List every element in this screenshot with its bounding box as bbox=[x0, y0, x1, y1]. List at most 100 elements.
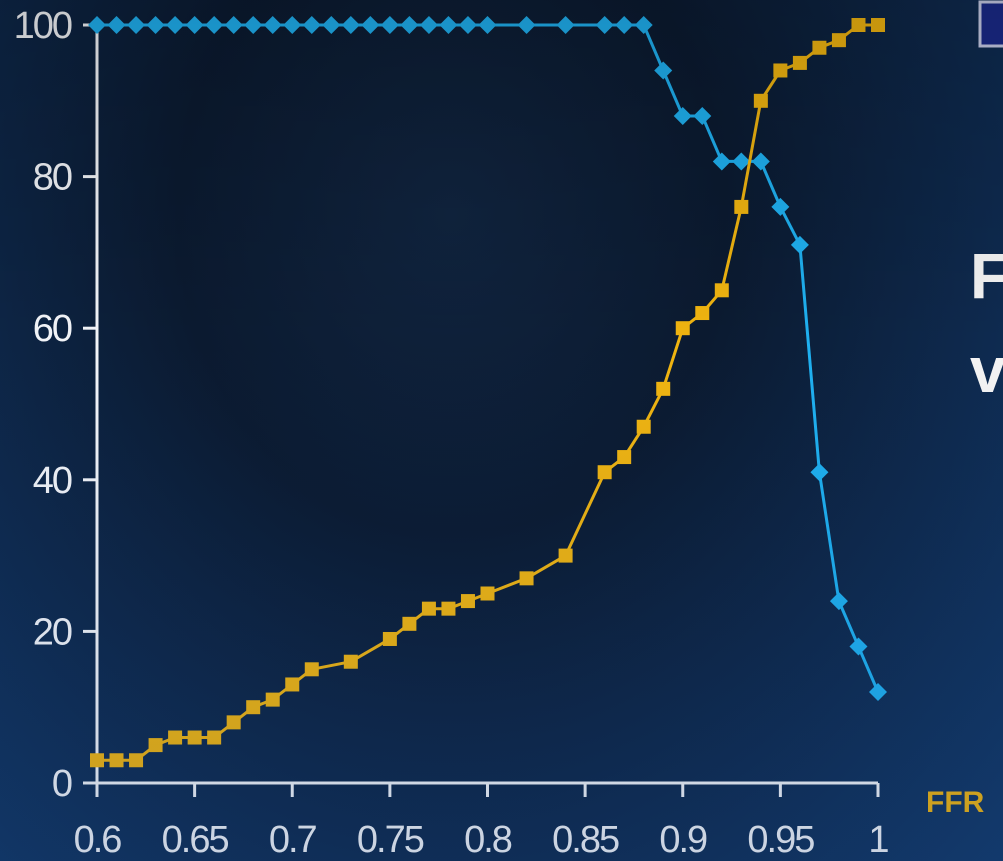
diamond-point bbox=[146, 16, 165, 34]
x-tick-label: 0.75 bbox=[357, 819, 424, 861]
series-1 bbox=[90, 18, 885, 768]
square-point bbox=[246, 700, 261, 715]
diamond-point bbox=[517, 16, 536, 34]
diamond-point bbox=[341, 16, 360, 34]
x-tick-label: 0.65 bbox=[162, 819, 229, 861]
square-point bbox=[109, 753, 124, 768]
diamond-point bbox=[322, 16, 341, 34]
axes bbox=[83, 23, 880, 797]
diamond-point bbox=[88, 16, 106, 34]
x-tick-label: 1 bbox=[868, 819, 888, 861]
diamond-point bbox=[478, 16, 497, 34]
square-point bbox=[871, 18, 885, 32]
diamond-point bbox=[107, 16, 126, 34]
diamond-point bbox=[771, 197, 790, 216]
diamond-point bbox=[790, 235, 809, 254]
square-point bbox=[792, 55, 807, 70]
square-point bbox=[343, 654, 358, 669]
diamond-point bbox=[185, 16, 204, 34]
diamond-point bbox=[439, 16, 458, 34]
diamond-point bbox=[693, 106, 712, 125]
square-point bbox=[812, 40, 827, 55]
square-point bbox=[734, 199, 749, 214]
diamond-point bbox=[263, 16, 282, 34]
square-point bbox=[382, 631, 397, 646]
square-point bbox=[773, 63, 788, 78]
diamond-point bbox=[654, 61, 673, 80]
y-tick-label: 80 bbox=[33, 157, 72, 199]
diamond-point bbox=[361, 16, 380, 34]
diamond-point bbox=[400, 16, 419, 34]
square-point bbox=[460, 594, 475, 609]
square-point bbox=[675, 321, 690, 336]
square-point bbox=[519, 571, 534, 586]
square-point bbox=[285, 677, 300, 692]
diamond-point bbox=[419, 16, 438, 34]
square-point bbox=[265, 692, 280, 707]
x-axis-title: FFR bbox=[926, 786, 985, 819]
square-point bbox=[402, 616, 417, 631]
diamond-point bbox=[166, 16, 185, 34]
square-point bbox=[656, 381, 671, 396]
square-point bbox=[617, 450, 632, 465]
diamond-point bbox=[244, 16, 263, 34]
diamond-point bbox=[732, 152, 751, 171]
square-point bbox=[187, 730, 202, 745]
square-point bbox=[480, 586, 495, 601]
square-point bbox=[129, 753, 144, 768]
square-point bbox=[90, 753, 104, 768]
square-point bbox=[695, 306, 710, 321]
diamond-point bbox=[380, 16, 399, 34]
square-point bbox=[851, 18, 866, 32]
square-point bbox=[753, 93, 768, 108]
diamond-point bbox=[869, 683, 887, 702]
x-tick-label: 0.7 bbox=[269, 819, 317, 861]
diamond-point bbox=[673, 106, 692, 125]
series-line bbox=[97, 23, 878, 762]
diamond-point bbox=[810, 463, 829, 482]
diamond-point bbox=[829, 592, 848, 611]
square-point bbox=[714, 283, 729, 298]
square-point bbox=[558, 548, 573, 563]
y-tick-label: 60 bbox=[33, 308, 72, 350]
diamond-point bbox=[127, 16, 146, 34]
square-point bbox=[168, 730, 183, 745]
x-tick-label: 0.95 bbox=[747, 819, 814, 861]
x-tick-label: 0.9 bbox=[659, 819, 707, 861]
x-tick-label: 0.8 bbox=[464, 819, 512, 861]
square-point bbox=[421, 601, 436, 616]
x-tick-label: 0.6 bbox=[74, 819, 122, 861]
y-tick-label: 100 bbox=[14, 5, 72, 47]
square-point bbox=[636, 419, 651, 434]
series-layer bbox=[88, 16, 887, 768]
diamond-point bbox=[712, 152, 731, 171]
square-point bbox=[597, 465, 612, 480]
diamond-point bbox=[205, 16, 224, 34]
y-tick-label: 40 bbox=[33, 460, 72, 502]
diamond-point bbox=[458, 16, 477, 34]
side-text-line-1: F bbox=[970, 240, 1003, 312]
diamond-point bbox=[849, 637, 868, 656]
square-point bbox=[226, 715, 241, 730]
y-tick-label: 20 bbox=[33, 611, 72, 653]
y-tick-label: 0 bbox=[52, 763, 72, 805]
diamond-point bbox=[302, 16, 321, 34]
diamond-point bbox=[615, 16, 634, 34]
diamond-point bbox=[283, 16, 302, 34]
legend-swatch-box bbox=[978, 0, 1003, 48]
square-point bbox=[148, 738, 163, 753]
square-point bbox=[207, 730, 222, 745]
series-0 bbox=[88, 16, 887, 702]
diamond-point bbox=[224, 16, 243, 34]
x-tick-label: 0.85 bbox=[552, 819, 619, 861]
side-text-line-2: v bbox=[970, 334, 1003, 406]
square-point bbox=[441, 601, 456, 616]
diamond-point bbox=[634, 16, 653, 34]
diamond-point bbox=[751, 152, 770, 171]
diamond-point bbox=[556, 16, 575, 34]
diamond-point bbox=[595, 16, 614, 34]
tick-labels: 0 20 40 60 80 100 0.6 0.65 0.7 0.75 0.8 0.85 0.9 0.95… bbox=[14, 5, 891, 861]
square-point bbox=[831, 33, 846, 48]
